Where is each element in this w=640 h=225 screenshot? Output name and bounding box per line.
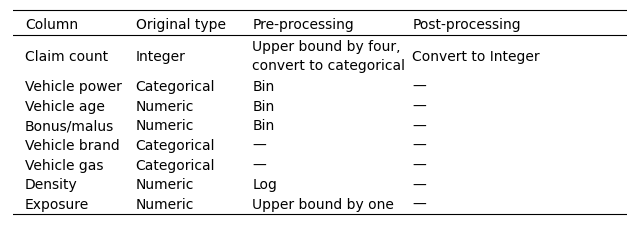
Text: —: — (412, 99, 426, 113)
Text: —: — (252, 158, 266, 172)
Text: Numeric: Numeric (136, 178, 194, 192)
Text: Numeric: Numeric (136, 99, 194, 113)
Text: Numeric: Numeric (136, 119, 194, 133)
Text: —: — (412, 197, 426, 211)
Text: —: — (412, 80, 426, 94)
Text: Exposure: Exposure (25, 197, 90, 211)
Text: —: — (252, 138, 266, 152)
Text: —: — (412, 178, 426, 192)
Text: Pre-processing: Pre-processing (252, 18, 354, 32)
Text: Vehicle age: Vehicle age (25, 99, 105, 113)
Text: Vehicle brand: Vehicle brand (25, 138, 120, 152)
Text: Bin: Bin (252, 99, 275, 113)
Text: Original type: Original type (136, 18, 226, 32)
Text: Bonus/malus: Bonus/malus (25, 119, 115, 133)
Text: Log: Log (252, 178, 277, 192)
Text: Claim count: Claim count (25, 49, 108, 63)
Text: Convert to Integer: Convert to Integer (412, 49, 540, 63)
Text: Vehicle gas: Vehicle gas (25, 158, 104, 172)
Text: —: — (412, 119, 426, 133)
Text: Upper bound by four,
convert to categorical: Upper bound by four, convert to categori… (252, 40, 405, 73)
Text: Vehicle power: Vehicle power (25, 80, 122, 94)
Text: Column: Column (25, 18, 78, 32)
Text: Integer: Integer (136, 49, 186, 63)
Text: —: — (412, 158, 426, 172)
Text: Numeric: Numeric (136, 197, 194, 211)
Text: Bin: Bin (252, 80, 275, 94)
Text: Categorical: Categorical (136, 138, 215, 152)
Text: Post-processing: Post-processing (412, 18, 521, 32)
Text: —: — (412, 138, 426, 152)
Text: Density: Density (25, 178, 78, 192)
Text: Categorical: Categorical (136, 158, 215, 172)
Text: Categorical: Categorical (136, 80, 215, 94)
Text: Bin: Bin (252, 119, 275, 133)
Text: Upper bound by one: Upper bound by one (252, 197, 394, 211)
